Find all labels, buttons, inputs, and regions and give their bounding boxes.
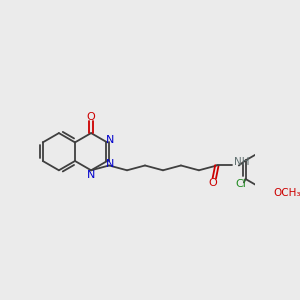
- Text: N: N: [87, 169, 95, 179]
- Text: N: N: [106, 135, 114, 145]
- Text: OCH₃: OCH₃: [274, 188, 300, 197]
- Text: O: O: [87, 112, 95, 122]
- Text: O: O: [208, 178, 217, 188]
- Text: N: N: [106, 158, 114, 169]
- Text: NH: NH: [234, 157, 249, 167]
- Text: Cl: Cl: [235, 179, 246, 189]
